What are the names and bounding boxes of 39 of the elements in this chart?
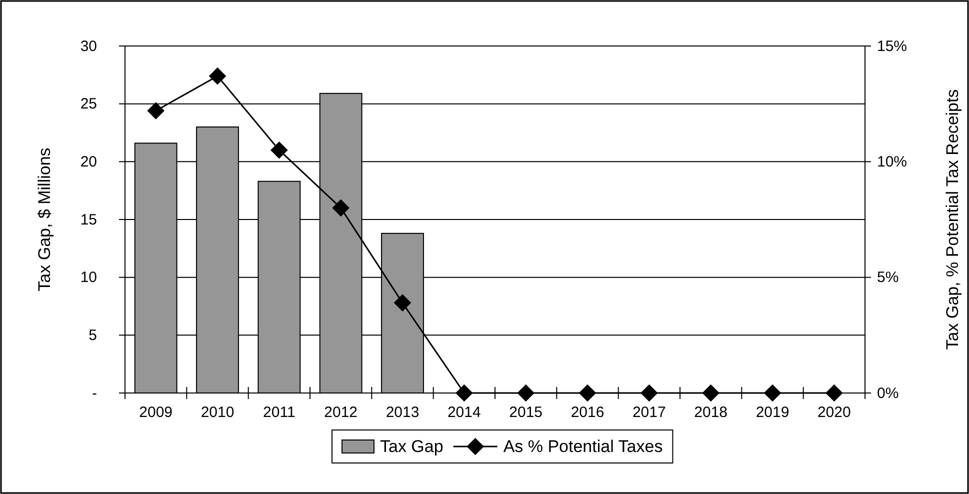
x-tick-label: 2017	[632, 404, 666, 421]
y-tick-label: 25	[80, 96, 97, 113]
point	[270, 141, 288, 159]
point	[578, 384, 596, 402]
x-tick-label: 2009	[139, 404, 173, 421]
point	[456, 384, 473, 402]
x-tick-label: 2012	[324, 404, 358, 421]
x-tick-label: 2010	[200, 404, 234, 421]
y-axis-title: Tax Gap, $ Millions	[35, 148, 54, 292]
y2-axis-title: Tax Gap, % Potential Tax Receipts	[943, 89, 962, 350]
x-tick-label: 2019	[756, 404, 790, 421]
y2-tick-label: 15%	[877, 38, 908, 55]
legend-label: Tax Gap	[380, 437, 444, 456]
x-tick-label: 2016	[570, 404, 604, 421]
x-tick-label: 2015	[509, 404, 543, 421]
point	[517, 384, 534, 402]
x-tick-label: 2013	[386, 404, 420, 421]
point	[147, 102, 164, 120]
y-tick-label: -	[92, 384, 97, 402]
y-tick-label: 30	[80, 38, 97, 55]
legend-label: As % Potential Taxes	[503, 437, 663, 456]
y-tick-label: 15	[80, 211, 97, 228]
y2-tick-label: 0%	[877, 384, 899, 402]
y2-tick-label: 10%	[877, 153, 908, 170]
y-tick-label: 10	[80, 269, 97, 286]
x-tick-label: 2020	[817, 404, 851, 421]
y-tick-label: 5	[88, 326, 97, 344]
point	[640, 384, 658, 402]
y-tick-label: 20	[80, 153, 97, 170]
point	[826, 384, 843, 402]
point	[702, 384, 720, 402]
x-tick-label: 2014	[447, 404, 481, 421]
x-tick-label: 2011	[263, 404, 296, 421]
point	[332, 199, 350, 217]
y2-tick-label: 5%	[877, 269, 899, 286]
point	[394, 294, 412, 312]
point	[764, 384, 782, 402]
x-tick-label: 2018	[694, 404, 728, 421]
point	[208, 67, 226, 85]
